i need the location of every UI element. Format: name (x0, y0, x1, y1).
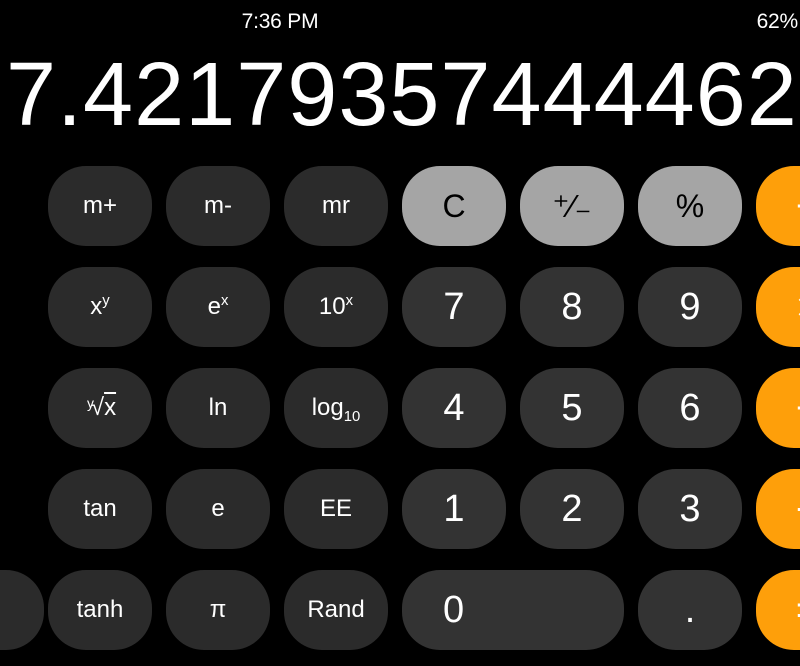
status-bar: 7:36 PM 62% (0, 10, 800, 38)
decimal-label: . (685, 589, 696, 632)
four-label: 4 (443, 387, 464, 430)
one-button[interactable]: 1 (402, 469, 506, 549)
ln-label: ln (209, 394, 228, 422)
six-button[interactable]: 6 (638, 368, 742, 448)
minus-label: − (796, 384, 800, 432)
seven-label: 7 (443, 286, 464, 329)
mminus-button[interactable]: m- (166, 166, 270, 246)
eight-label: 8 (561, 286, 582, 329)
tan-label: tan (83, 495, 116, 523)
calculator-display: 7.4217935744446217 (0, 50, 800, 140)
one-label: 1 (443, 488, 464, 531)
mplus-button[interactable]: m+ (48, 166, 152, 246)
two-button[interactable]: 2 (520, 469, 624, 549)
plus-button[interactable]: + (756, 469, 800, 549)
divide-label: ÷ (796, 182, 800, 230)
three-label: 3 (679, 488, 700, 531)
decimal-button[interactable]: . (638, 570, 742, 650)
percent-label: % (676, 188, 704, 225)
tanh-label: tanh (77, 596, 124, 624)
multiply-label: × (796, 283, 800, 331)
ex-button[interactable]: ex (166, 267, 270, 347)
eight-button[interactable]: 8 (520, 267, 624, 347)
divide-button[interactable]: ÷ (756, 166, 800, 246)
ee-label: EE (320, 495, 352, 523)
sign-label: ⁺∕₋ (552, 187, 591, 225)
zero-label: 0 (443, 589, 464, 632)
ln-button[interactable]: ln (166, 368, 270, 448)
zero-button[interactable]: 0 (402, 570, 624, 650)
ex-label: ex (208, 293, 229, 321)
rand-button[interactable]: Rand (284, 570, 388, 650)
pi-label: π (210, 596, 227, 624)
e-label: e (211, 495, 224, 523)
tenx-label: 10x (319, 293, 353, 321)
mr-button[interactable]: mr (284, 166, 388, 246)
log10-button[interactable]: log10 (284, 368, 388, 448)
yrootx-button[interactable]: y√x (48, 368, 152, 448)
plus-label: + (796, 485, 800, 533)
five-button[interactable]: 5 (520, 368, 624, 448)
clear-button[interactable]: C (402, 166, 506, 246)
nine-button[interactable]: 9 (638, 267, 742, 347)
status-time: 7:36 PM (0, 10, 560, 34)
three-button[interactable]: 3 (638, 469, 742, 549)
rand-label: Rand (307, 596, 364, 624)
sign-button[interactable]: ⁺∕₋ (520, 166, 624, 246)
sinh-button[interactable]: h (0, 570, 44, 650)
mminus-label: m- (204, 192, 232, 220)
ee-button[interactable]: EE (284, 469, 388, 549)
tan-button[interactable]: tan (48, 469, 152, 549)
clear-label: C (442, 188, 465, 225)
tanh-button[interactable]: tanh (48, 570, 152, 650)
two-label: 2 (561, 488, 582, 531)
xy-label: xy (90, 293, 109, 321)
four-button[interactable]: 4 (402, 368, 506, 448)
tenx-button[interactable]: 10x (284, 267, 388, 347)
equals-label: = (796, 586, 800, 634)
equals-button[interactable]: = (756, 570, 800, 650)
six-label: 6 (679, 387, 700, 430)
log10-label: log10 (312, 394, 361, 422)
yrootx-label: y√x (84, 394, 116, 422)
calculator-screen: 7:36 PM 62% 7.4217935744446217 hm+m-mrC⁺… (0, 0, 800, 666)
percent-button[interactable]: % (638, 166, 742, 246)
mr-label: mr (322, 192, 350, 220)
e-button[interactable]: e (166, 469, 270, 549)
five-label: 5 (561, 387, 582, 430)
seven-button[interactable]: 7 (402, 267, 506, 347)
nine-label: 9 (679, 286, 700, 329)
minus-button[interactable]: − (756, 368, 800, 448)
status-battery: 62% (757, 10, 798, 34)
pi-button[interactable]: π (166, 570, 270, 650)
multiply-button[interactable]: × (756, 267, 800, 347)
mplus-label: m+ (83, 192, 117, 220)
xy-button[interactable]: xy (48, 267, 152, 347)
